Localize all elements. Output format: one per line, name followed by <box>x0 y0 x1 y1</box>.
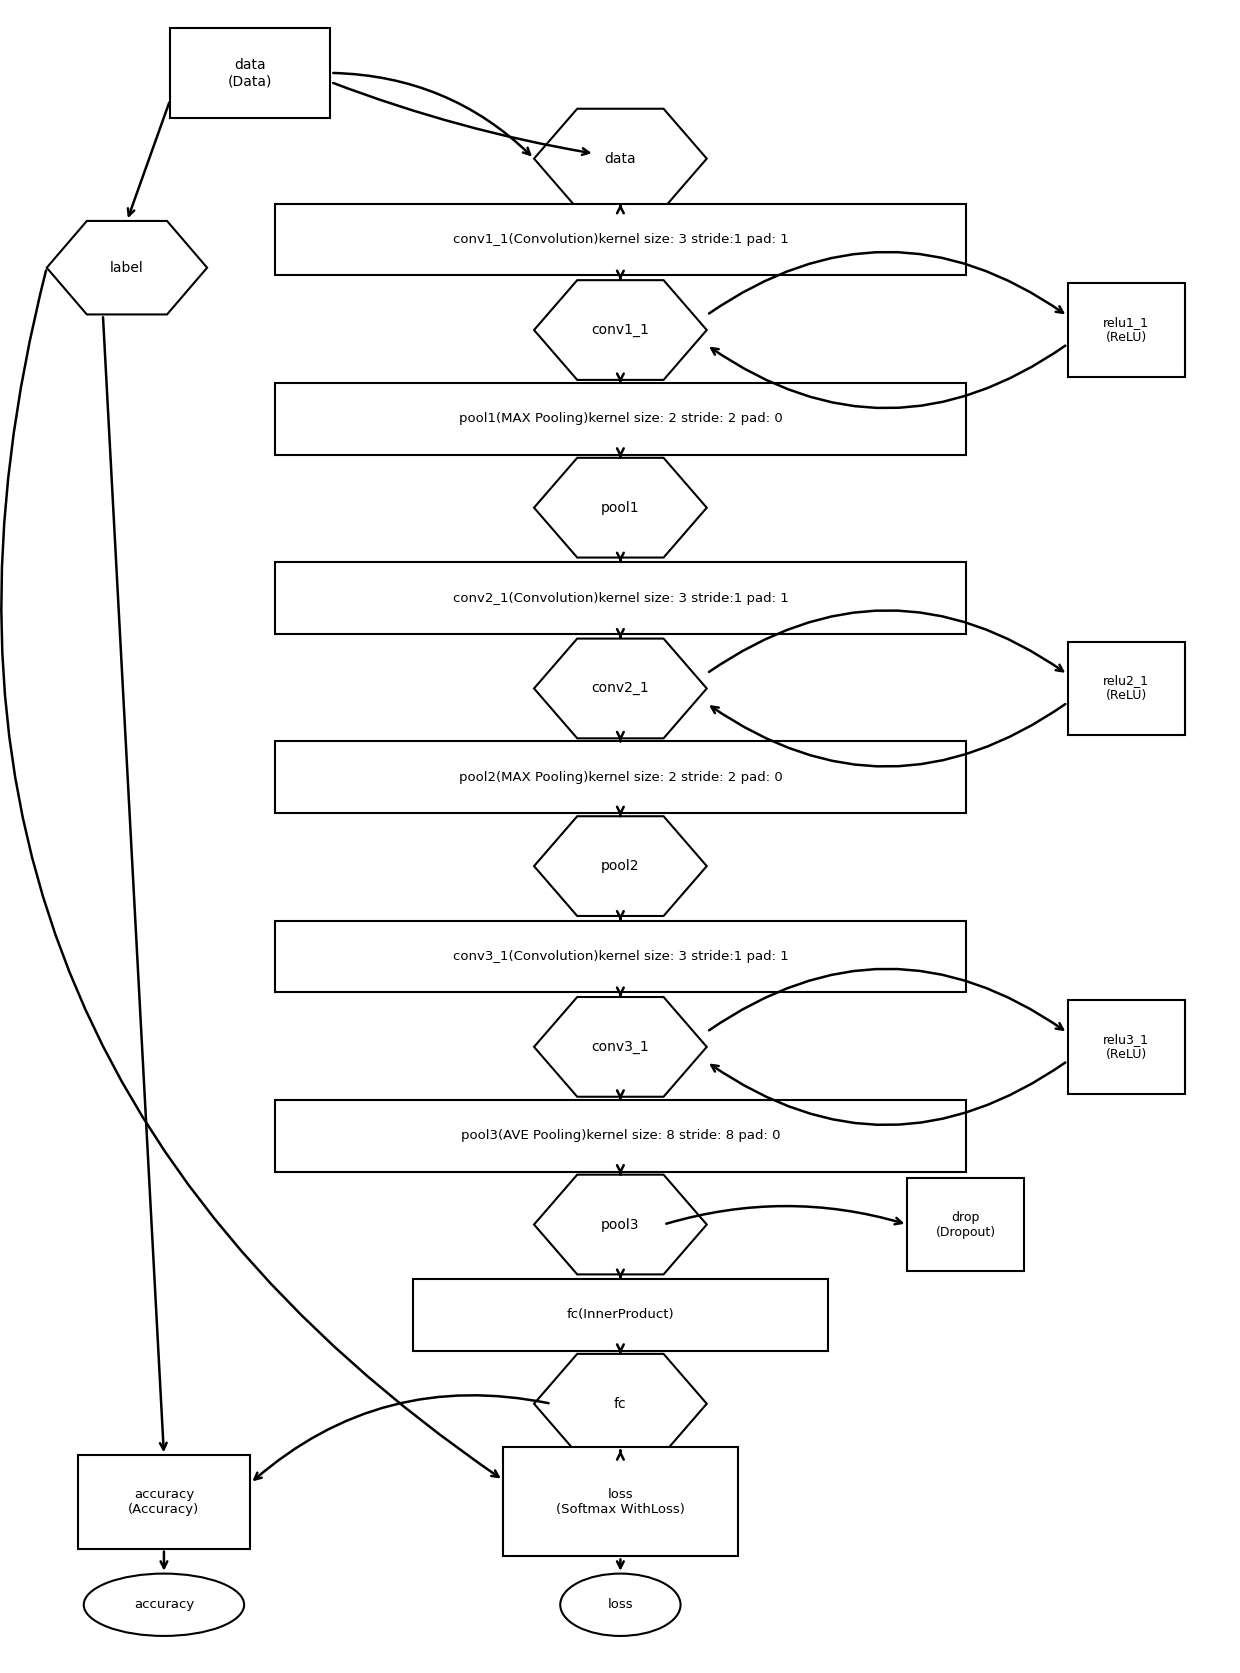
Text: conv1_1: conv1_1 <box>591 323 650 336</box>
FancyBboxPatch shape <box>275 562 966 634</box>
Ellipse shape <box>560 1574 681 1636</box>
FancyBboxPatch shape <box>170 28 331 119</box>
FancyBboxPatch shape <box>275 1099 966 1171</box>
Text: fc(InnerProduct): fc(InnerProduct) <box>567 1308 675 1322</box>
Polygon shape <box>534 458 707 557</box>
Text: pool3(AVE Pooling)kernel size: 8 stride: 8 pad: 0: pool3(AVE Pooling)kernel size: 8 stride:… <box>460 1129 780 1143</box>
Text: relu2_1
(ReLU): relu2_1 (ReLU) <box>1104 674 1149 703</box>
Polygon shape <box>534 109 707 209</box>
FancyBboxPatch shape <box>503 1447 738 1556</box>
Text: data
(Data): data (Data) <box>228 59 273 89</box>
Text: fc: fc <box>614 1397 626 1410</box>
Polygon shape <box>534 279 707 380</box>
FancyBboxPatch shape <box>275 920 966 992</box>
Text: pool2: pool2 <box>601 860 640 873</box>
Text: loss: loss <box>608 1598 634 1611</box>
Text: conv3_1(Convolution)kernel size: 3 stride:1 pad: 1: conv3_1(Convolution)kernel size: 3 strid… <box>453 950 789 964</box>
Text: conv1_1(Convolution)kernel size: 3 stride:1 pad: 1: conv1_1(Convolution)kernel size: 3 strid… <box>453 233 789 246</box>
Ellipse shape <box>84 1574 244 1636</box>
Text: pool3: pool3 <box>601 1218 640 1231</box>
Text: pool1(MAX Pooling)kernel size: 2 stride: 2 pad: 0: pool1(MAX Pooling)kernel size: 2 stride:… <box>459 412 782 425</box>
FancyBboxPatch shape <box>275 383 966 455</box>
Text: conv2_1(Convolution)kernel size: 3 stride:1 pad: 1: conv2_1(Convolution)kernel size: 3 strid… <box>453 592 789 604</box>
Text: relu3_1
(ReLU): relu3_1 (ReLU) <box>1104 1032 1149 1061</box>
Text: loss
(Softmax WithLoss): loss (Softmax WithLoss) <box>556 1487 684 1516</box>
Text: data: data <box>605 152 636 166</box>
Text: relu1_1
(ReLU): relu1_1 (ReLU) <box>1104 316 1149 345</box>
Polygon shape <box>534 1353 707 1454</box>
FancyBboxPatch shape <box>908 1178 1024 1271</box>
FancyBboxPatch shape <box>275 741 966 813</box>
FancyBboxPatch shape <box>413 1280 827 1350</box>
Polygon shape <box>534 639 707 738</box>
Polygon shape <box>47 221 207 315</box>
Text: pool1: pool1 <box>601 500 640 515</box>
Text: accuracy: accuracy <box>134 1598 195 1611</box>
Polygon shape <box>534 816 707 917</box>
FancyBboxPatch shape <box>1068 1000 1184 1094</box>
Polygon shape <box>534 1174 707 1275</box>
Text: pool2(MAX Pooling)kernel size: 2 stride: 2 pad: 0: pool2(MAX Pooling)kernel size: 2 stride:… <box>459 771 782 783</box>
Text: conv3_1: conv3_1 <box>591 1041 650 1054</box>
Text: label: label <box>110 261 144 274</box>
FancyBboxPatch shape <box>275 204 966 276</box>
FancyBboxPatch shape <box>1068 642 1184 734</box>
Text: drop
(Dropout): drop (Dropout) <box>936 1211 996 1238</box>
Text: accuracy
(Accuracy): accuracy (Accuracy) <box>128 1487 200 1516</box>
FancyBboxPatch shape <box>1068 283 1184 376</box>
Polygon shape <box>534 997 707 1097</box>
Text: conv2_1: conv2_1 <box>591 681 650 696</box>
FancyBboxPatch shape <box>78 1456 250 1549</box>
